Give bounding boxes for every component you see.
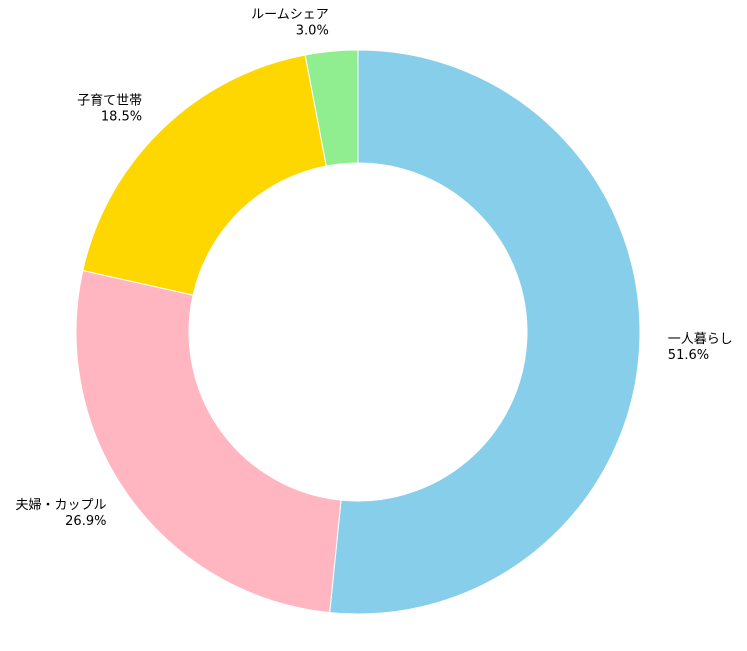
slice-value-label: 51.6% bbox=[668, 348, 709, 363]
donut-slice bbox=[304, 49, 359, 167]
slice-label: 子育て世帯 bbox=[77, 93, 142, 109]
slice-label: 一人暮らし bbox=[668, 332, 733, 347]
slice-value-label: 3.0% bbox=[296, 24, 329, 39]
donut-slice bbox=[82, 54, 327, 296]
slice-label: ルームシェア bbox=[251, 8, 329, 23]
donut-slice bbox=[329, 49, 641, 615]
slice-value-label: 26.9% bbox=[65, 514, 106, 529]
slice-label: 夫婦・カップル bbox=[15, 497, 106, 513]
slice-value-label: 18.5% bbox=[101, 110, 142, 125]
donut-slice bbox=[75, 269, 342, 614]
